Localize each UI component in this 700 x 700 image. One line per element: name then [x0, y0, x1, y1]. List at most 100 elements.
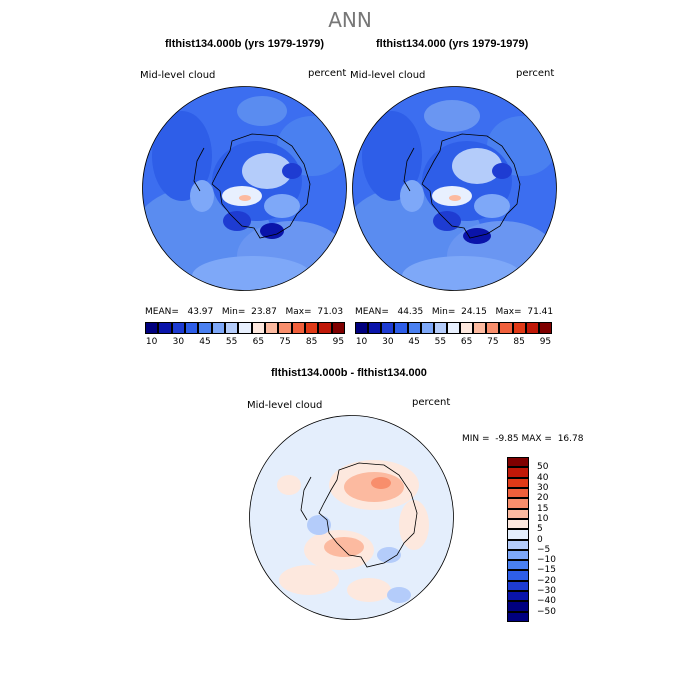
- panel-2-colorbar-ticks: 10 30 45 55 65 75 85 95: [355, 337, 552, 349]
- colorbar-tick-label: 10: [355, 337, 368, 347]
- panel-1-mean-label: MEAN=: [145, 307, 179, 317]
- colorbar-tick-label: 85: [513, 337, 525, 347]
- panel-1-map: [142, 86, 347, 291]
- colorbar-swatch: [394, 322, 408, 334]
- colorbar-tick-label: 5: [537, 524, 543, 535]
- colorbar-tick-label: 45: [199, 337, 211, 347]
- colorbar-tick-label: 85: [305, 337, 318, 347]
- main-title: ANN: [328, 8, 372, 32]
- colorbar-swatch: [507, 508, 529, 519]
- colorbar-swatch: [499, 322, 513, 334]
- colorbar-tick-label: 10: [537, 513, 549, 524]
- colorbar-swatch: [420, 322, 434, 334]
- panel-1-min-value: 23.87: [251, 307, 277, 317]
- diff-min-label: MIN =: [462, 434, 490, 444]
- colorbar-tick-label: −5: [537, 544, 551, 555]
- colorbar-swatch: [507, 518, 529, 530]
- colorbar-tick-label: 30: [172, 337, 185, 347]
- colorbar-swatch: [171, 322, 185, 334]
- diff-units-label: percent: [412, 397, 451, 408]
- colorbar-tick-label: 65: [252, 337, 265, 347]
- colorbar-swatch: [264, 322, 279, 334]
- panel-2-field-label: Mid-level cloud: [350, 70, 426, 81]
- colorbar-swatch: [512, 322, 526, 334]
- colorbar-swatch: [304, 322, 319, 334]
- colorbar-swatch: [433, 322, 447, 334]
- colorbar-swatch: [507, 498, 529, 509]
- colorbar-swatch: [507, 601, 529, 612]
- colorbar-swatch: [211, 322, 225, 334]
- colorbar-swatch: [507, 487, 529, 499]
- panel-2-mean-value: 44.35: [397, 307, 424, 317]
- colorbar-swatch: [251, 322, 265, 334]
- colorbar-swatch: [507, 580, 529, 592]
- colorbar-swatch: [355, 322, 369, 334]
- colorbar-tick-label: 30: [537, 482, 549, 493]
- colorbar-tick-label: −15: [537, 565, 556, 576]
- colorbar-tick-label: 50: [537, 462, 549, 473]
- colorbar-swatch: [198, 322, 212, 334]
- panel-2-stats: MEAN= 44.35 Min= 24.15 Max= 71.41: [355, 307, 553, 317]
- colorbar-swatch: [525, 322, 539, 334]
- colorbar-tick-label: 75: [279, 337, 291, 347]
- colorbar-tick-label: 10: [145, 337, 158, 347]
- colorbar-swatch: [238, 322, 252, 334]
- colorbar-swatch: [507, 611, 529, 622]
- colorbar-tick-label: −50: [537, 606, 556, 617]
- colorbar-tick-label: 75: [487, 337, 499, 347]
- panel-1-units-label: percent: [308, 68, 347, 79]
- colorbar-swatch: [507, 457, 529, 468]
- colorbar-tick-label: 15: [537, 503, 549, 514]
- colorbar-swatch: [407, 322, 421, 334]
- panel-2-title: flthist134.000 (yrs 1979-1979): [376, 38, 529, 50]
- colorbar-tick-label: −40: [537, 596, 556, 607]
- panel-1-colorbar-ticks: 10 30 45 55 65 75 85 95: [145, 337, 345, 349]
- colorbar-tick-label: 55: [225, 337, 238, 347]
- colorbar-swatch: [278, 322, 292, 334]
- panel-2-max-value: 71.41: [527, 307, 554, 317]
- diff-max-value: 16.78: [557, 434, 584, 444]
- diff-colorbar: [507, 457, 529, 622]
- colorbar-swatch: [381, 322, 395, 334]
- colorbar-swatch: [507, 529, 529, 540]
- colorbar-swatch: [460, 322, 474, 334]
- colorbar-tick-label: 0: [537, 534, 543, 545]
- panel-2-units-label: percent: [516, 68, 555, 79]
- colorbar-swatch: [331, 322, 345, 334]
- panel-1-field-label: Mid-level cloud: [140, 70, 216, 81]
- colorbar-tick-label: 40: [537, 472, 549, 483]
- diff-colorbar-ticks: 50 40 30 20 15 10 5 0 −5 −10 −15 −20 −30 −40 −50: [537, 457, 577, 622]
- panel-2-min-label: Min=: [431, 307, 456, 317]
- diff-min-value: -9.85: [495, 434, 519, 444]
- colorbar-swatch: [446, 322, 460, 334]
- colorbar-tick-label: 45: [408, 337, 420, 347]
- colorbar-swatch: [184, 322, 199, 334]
- panel-2-max-label: Max=: [495, 307, 522, 317]
- colorbar-swatch: [368, 322, 382, 334]
- colorbar-swatch: [507, 549, 529, 561]
- colorbar-swatch: [473, 322, 487, 334]
- colorbar-tick-label: 30: [382, 337, 394, 347]
- colorbar-tick-label: −10: [537, 555, 556, 566]
- panel-2-min-value: 24.15: [461, 307, 487, 317]
- colorbar-swatch: [507, 477, 529, 488]
- panel-1-title: flthist134.000b (yrs 1979-1979): [165, 38, 324, 50]
- panel-2-colorbar: [355, 322, 552, 334]
- colorbar-tick-label: −30: [537, 586, 556, 597]
- diff-field-label: Mid-level cloud: [247, 400, 323, 411]
- panel-1-mean-value: 43.97: [187, 307, 214, 317]
- colorbar-tick-label: 95: [539, 337, 552, 347]
- colorbar-swatch: [158, 322, 172, 334]
- panel-2-map: [352, 86, 557, 291]
- colorbar-swatch: [318, 322, 332, 334]
- diff-title: flthist134.000b - flthist134.000: [271, 367, 427, 379]
- panel-1-max-label: Max=: [285, 307, 312, 317]
- diff-minmax: MIN = -9.85 MAX = 16.78: [462, 434, 583, 444]
- diff-map: [249, 415, 454, 620]
- panel-1-min-label: Min=: [221, 307, 246, 317]
- colorbar-swatch: [507, 467, 529, 478]
- colorbar-tick-label: 65: [460, 337, 473, 347]
- colorbar-tick-label: 20: [537, 493, 549, 504]
- colorbar-swatch: [291, 322, 305, 334]
- colorbar-tick-label: 95: [332, 337, 345, 347]
